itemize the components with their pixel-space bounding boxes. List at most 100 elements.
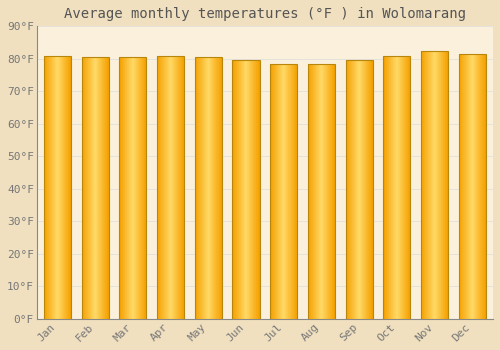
Bar	[322, 64, 323, 319]
Bar	[217, 57, 218, 319]
Bar	[57, 56, 58, 319]
Bar	[169, 56, 170, 319]
Bar	[386, 56, 388, 319]
Bar	[142, 57, 143, 319]
Bar	[204, 57, 205, 319]
Bar	[239, 61, 240, 319]
Bar	[54, 56, 56, 319]
Bar	[464, 54, 465, 319]
Bar	[219, 57, 220, 319]
Bar	[206, 57, 207, 319]
Bar	[397, 56, 398, 319]
Bar	[87, 57, 88, 319]
Bar	[91, 57, 92, 319]
Bar	[324, 64, 325, 319]
Bar	[232, 61, 260, 319]
Bar	[62, 56, 63, 319]
Bar	[178, 56, 179, 319]
Bar	[357, 61, 358, 319]
Bar	[334, 64, 335, 319]
Bar	[69, 56, 70, 319]
Bar	[158, 56, 159, 319]
Bar	[362, 61, 363, 319]
Bar	[143, 57, 144, 319]
Bar	[429, 51, 430, 319]
Bar	[286, 64, 287, 319]
Bar	[164, 56, 165, 319]
Bar	[235, 61, 236, 319]
Bar	[208, 57, 209, 319]
Bar	[485, 54, 486, 319]
Bar	[236, 61, 237, 319]
Bar	[201, 57, 202, 319]
Bar	[61, 56, 62, 319]
Bar	[133, 57, 134, 319]
Bar	[82, 57, 83, 319]
Bar	[472, 54, 473, 319]
Bar	[212, 57, 213, 319]
Bar	[469, 54, 470, 319]
Bar	[170, 56, 172, 319]
Bar	[100, 57, 102, 319]
Bar	[293, 64, 294, 319]
Bar	[141, 57, 142, 319]
Bar	[329, 64, 330, 319]
Bar	[425, 51, 426, 319]
Bar	[433, 51, 434, 319]
Bar	[122, 57, 124, 319]
Bar	[106, 57, 108, 319]
Bar	[331, 64, 332, 319]
Bar	[132, 57, 133, 319]
Bar	[290, 64, 291, 319]
Bar	[471, 54, 472, 319]
Bar	[277, 64, 278, 319]
Bar	[321, 64, 322, 319]
Bar	[349, 61, 350, 319]
Bar	[384, 56, 386, 319]
Bar	[483, 54, 484, 319]
Bar	[97, 57, 98, 319]
Bar	[473, 54, 474, 319]
Bar	[199, 57, 200, 319]
Bar	[287, 64, 288, 319]
Bar	[356, 61, 357, 319]
Bar	[127, 57, 128, 319]
Bar	[477, 54, 478, 319]
Bar	[288, 64, 289, 319]
Bar	[246, 61, 248, 319]
Bar	[400, 56, 401, 319]
Bar	[271, 64, 272, 319]
Bar	[426, 51, 427, 319]
Bar	[470, 54, 471, 319]
Bar	[259, 61, 260, 319]
Bar	[461, 54, 462, 319]
Bar	[424, 51, 425, 319]
Bar	[398, 56, 399, 319]
Bar	[325, 64, 326, 319]
Bar	[323, 64, 324, 319]
Title: Average monthly temperatures (°F ) in Wolomarang: Average monthly temperatures (°F ) in Wo…	[64, 7, 466, 21]
Bar	[431, 51, 432, 319]
Bar	[309, 64, 310, 319]
Bar	[332, 64, 333, 319]
Bar	[318, 64, 320, 319]
Bar	[67, 56, 68, 319]
Bar	[161, 56, 162, 319]
Bar	[354, 61, 355, 319]
Bar	[399, 56, 400, 319]
Bar	[328, 64, 329, 319]
Bar	[167, 56, 168, 319]
Bar	[248, 61, 250, 319]
Bar	[474, 54, 475, 319]
Bar	[421, 51, 422, 319]
Bar	[314, 64, 316, 319]
Bar	[395, 56, 396, 319]
Bar	[120, 57, 146, 319]
Bar	[60, 56, 61, 319]
Bar	[482, 54, 483, 319]
Bar	[384, 56, 410, 319]
Bar	[136, 57, 137, 319]
Bar	[238, 61, 239, 319]
Bar	[242, 61, 244, 319]
Bar	[165, 56, 166, 319]
